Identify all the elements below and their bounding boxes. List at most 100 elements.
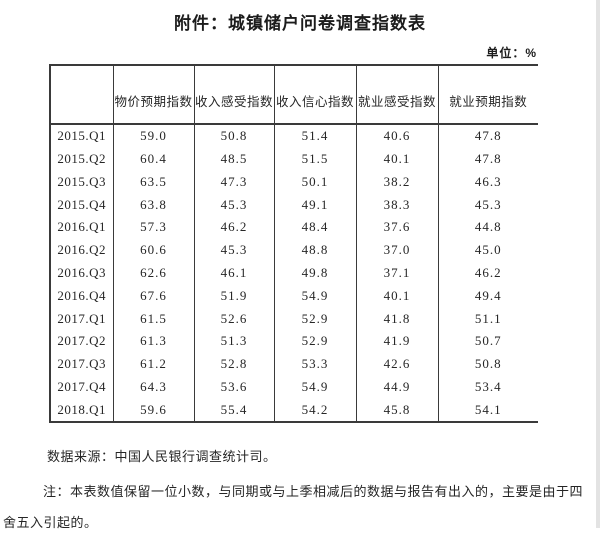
column-header: 收入感受指数 [193,65,274,125]
value-cell: 61.3 [112,329,194,353]
data-source-note: 数据来源：中国人民银行调查统计司。 [47,449,277,464]
value-cell: 55.4 [193,398,274,422]
period-cell: 2015.Q4 [57,196,107,212]
table-header: 物价预期指数 收入感受指数 收入信心指数 就业感受指数 就业预期指数 [50,65,538,125]
period-cell: 2015.Q3 [57,173,107,189]
column-header: 物价预期指数 [112,65,194,125]
table-row: 2017.Q2 61.3 51.3 52.9 41.9 50.7 [50,329,538,353]
value-cell: 54.1 [437,398,538,422]
value-cell: 48.5 [193,147,274,171]
page-title: 附件：城镇储户问卷调查指数表 [174,14,426,33]
column-header: 就业预期指数 [437,65,538,125]
value-cell: 48.4 [273,216,356,239]
table-row: 2017.Q4 64.3 53.6 54.9 44.9 53.4 [50,375,538,399]
value-cell: 53.3 [273,352,356,376]
header-row: 物价预期指数 收入感受指数 收入信心指数 就业感受指数 就业预期指数 [50,65,538,125]
table-row: 2016.Q1 57.3 46.2 48.4 37.6 44.8 [50,216,538,239]
period-cell: 2017.Q2 [57,333,107,349]
value-cell: 63.8 [112,193,194,217]
value-cell: 49.1 [273,193,356,217]
period-cell: 2016.Q2 [57,242,107,258]
value-cell: 46.2 [437,261,538,285]
value-cell: 51.9 [193,284,274,308]
period-cell: 2017.Q4 [57,378,107,394]
table-row: 2016.Q4 67.6 51.9 54.9 40.1 49.4 [50,284,538,308]
value-cell: 62.6 [112,261,194,285]
value-cell: 67.6 [112,284,194,308]
value-cell: 47.8 [437,147,538,171]
value-cell: 54.9 [273,284,356,308]
value-cell: 53.4 [437,375,538,399]
value-cell: 52.6 [193,307,274,330]
table-row: 2017.Q3 61.2 52.8 53.3 42.6 50.8 [50,352,538,376]
value-cell: 60.4 [112,147,194,171]
value-cell: 40.1 [355,284,438,308]
value-cell: 41.8 [355,307,438,330]
value-cell: 53.6 [193,375,274,399]
period-cell: 2016.Q1 [57,219,107,235]
value-cell: 42.6 [355,352,438,376]
period-cell: 2017.Q1 [57,310,107,326]
value-cell: 64.3 [112,375,194,399]
value-cell: 63.5 [112,170,194,194]
value-cell: 46.1 [193,261,274,285]
value-cell: 40.6 [355,124,438,148]
table-row: 2017.Q1 61.5 52.6 52.9 41.8 51.1 [50,307,538,330]
value-cell: 59.6 [112,398,194,422]
value-cell: 45.3 [193,193,274,217]
value-cell: 59.0 [112,124,194,148]
value-cell: 37.6 [355,216,438,239]
value-cell: 44.8 [437,216,538,239]
value-cell: 38.2 [355,170,438,194]
value-cell: 52.8 [193,352,274,376]
table-row: 2015.Q4 63.8 45.3 49.1 38.3 45.3 [50,193,538,217]
table-row: 2016.Q2 60.6 45.3 48.8 37.0 45.0 [50,238,538,262]
table-row: 2016.Q3 62.6 46.1 49.8 37.1 46.2 [50,261,538,285]
value-cell: 60.6 [112,238,194,262]
value-cell: 45.0 [437,238,538,262]
value-cell: 52.9 [273,329,356,353]
table-body: 2015.Q1 59.0 50.8 51.4 40.6 47.8 2015.Q2 60.4 48… [50,124,538,422]
value-cell: 51.1 [437,307,538,330]
value-cell: 50.8 [437,352,538,376]
value-cell: 45.3 [437,193,538,217]
value-cell: 48.8 [273,238,356,262]
table-row: 2018.Q1 59.6 55.4 54.2 45.8 54.1 [50,398,538,422]
period-cell: 2018.Q1 [57,401,107,417]
value-cell: 45.3 [193,238,274,262]
value-cell: 51.4 [273,124,356,148]
value-cell: 61.5 [112,307,194,330]
value-cell: 46.3 [437,170,538,194]
table-row: 2015.Q1 59.0 50.8 51.4 40.6 47.8 [50,124,538,148]
period-cell: 2017.Q3 [57,356,107,372]
value-cell: 49.8 [273,261,356,285]
column-header: 就业感受指数 [355,65,438,125]
value-cell: 61.2 [112,352,194,376]
table-row: 2015.Q2 60.4 48.5 51.5 40.1 47.8 [50,147,538,171]
column-header: 收入信心指数 [273,65,356,125]
value-cell: 40.1 [355,147,438,171]
value-cell: 37.1 [355,261,438,285]
period-cell: 2016.Q3 [57,264,107,280]
period-cell: 2015.Q2 [57,151,107,167]
value-cell: 50.7 [437,329,538,353]
period-cell: 2016.Q4 [57,287,107,303]
value-cell: 50.8 [193,124,274,148]
value-cell: 52.9 [273,307,356,330]
value-cell: 45.8 [355,398,438,422]
value-cell: 44.9 [355,375,438,399]
page-edge-strip [596,0,600,528]
value-cell: 54.2 [273,398,356,422]
survey-index-table: 物价预期指数 收入感受指数 收入信心指数 就业感受指数 就业预期指数 2015.Q1 59… [49,64,538,423]
period-cell: 2015.Q1 [57,128,107,144]
unit-label: 单位：% [486,46,537,60]
value-cell: 57.3 [112,216,194,239]
value-cell: 46.2 [193,216,274,239]
corner-cell [50,65,113,125]
value-cell: 51.3 [193,329,274,353]
value-cell: 41.9 [355,329,438,353]
value-cell: 49.4 [437,284,538,308]
value-cell: 51.5 [273,147,356,171]
value-cell: 50.1 [273,170,356,194]
